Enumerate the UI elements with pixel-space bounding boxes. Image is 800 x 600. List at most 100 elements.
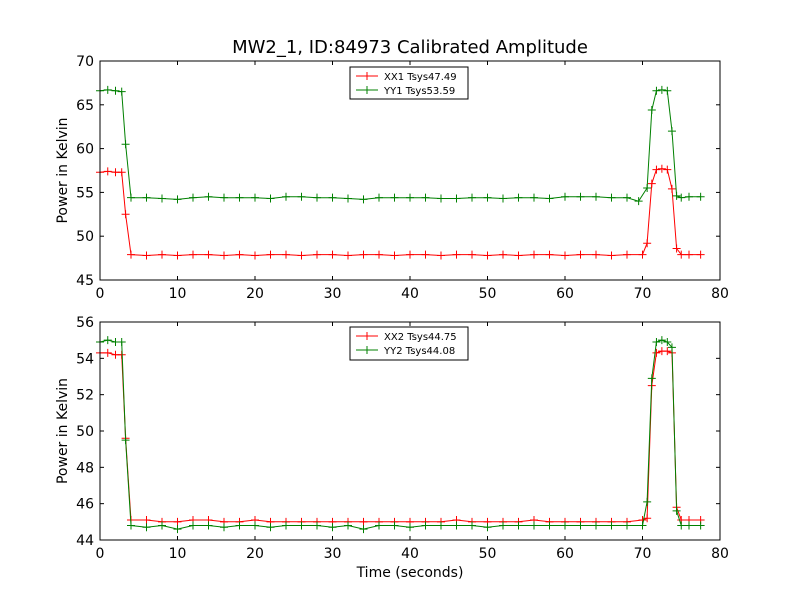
data-point <box>561 521 569 530</box>
data-point <box>421 521 430 530</box>
data-point <box>297 521 306 530</box>
data-point <box>297 251 306 260</box>
data-point <box>313 521 321 530</box>
data-point <box>251 521 259 530</box>
data-point <box>359 517 368 526</box>
data-point <box>142 193 151 202</box>
x-tick-label: 0 <box>96 546 105 562</box>
data-point <box>406 193 414 202</box>
data-point <box>313 193 321 202</box>
data-point <box>375 250 383 259</box>
x-tick-label: 70 <box>634 286 652 302</box>
data-point <box>530 521 538 530</box>
data-point <box>696 250 705 259</box>
data-point <box>406 523 414 532</box>
data-point <box>121 210 130 219</box>
data-point <box>657 336 666 345</box>
data-point <box>696 192 705 201</box>
legend-swatch-marker <box>363 86 371 94</box>
data-point <box>204 250 213 259</box>
data-point <box>204 192 213 201</box>
data-point <box>657 85 666 94</box>
legend-label: YY1 Tsys53.59 <box>383 86 455 97</box>
legend: XX1 Tsys47.49 YY1 Tsys53.59 <box>349 66 469 100</box>
data-point <box>576 521 585 530</box>
legend-label: XX1 Tsys47.49 <box>384 72 457 83</box>
y-tick-label: 56 <box>76 315 94 331</box>
data-point <box>499 521 507 530</box>
legend-entry: XX1 Tsys47.49 <box>356 72 457 83</box>
data-point <box>158 194 166 203</box>
data-point <box>672 191 681 200</box>
data-point <box>282 192 290 201</box>
data-point <box>576 192 585 201</box>
data-point <box>514 521 523 530</box>
data-point <box>667 343 676 352</box>
data-point <box>647 374 656 383</box>
data-point <box>328 193 337 202</box>
data-point <box>685 250 693 259</box>
x-tick-label: 20 <box>246 546 264 562</box>
legend-swatch-marker <box>363 332 371 340</box>
data-point <box>204 521 213 530</box>
data-point <box>643 184 652 193</box>
data-point <box>235 193 244 202</box>
x-tick-label: 10 <box>169 546 187 562</box>
data-point <box>647 106 656 115</box>
data-point <box>607 193 616 202</box>
y-tick-label: 54 <box>76 351 94 367</box>
data-point <box>220 193 228 202</box>
data-point <box>117 168 126 177</box>
data-point <box>173 517 182 526</box>
data-point <box>452 194 461 203</box>
data-point <box>189 521 197 530</box>
x-tick-label: 80 <box>711 286 729 302</box>
data-point <box>685 192 693 201</box>
subplot-2: 0 10 20 30 40 50 60 70 80 44 46 48 50 52 54 56 Power in … <box>55 315 729 581</box>
data-point <box>282 521 290 530</box>
data-point <box>483 193 492 202</box>
data-point <box>672 244 681 253</box>
data-point <box>220 523 228 532</box>
data-point <box>530 250 538 259</box>
data-point <box>499 194 507 203</box>
data-point <box>344 251 352 260</box>
x-axis-label: Time (seconds) <box>356 565 464 581</box>
series-1-line <box>96 164 705 260</box>
data-point <box>375 193 383 202</box>
data-point <box>663 86 672 95</box>
data-point <box>359 195 368 204</box>
data-point <box>142 251 151 260</box>
data-point <box>672 506 681 515</box>
data-point <box>359 250 368 259</box>
y-tick-label: 60 <box>76 142 94 158</box>
data-point <box>677 521 686 530</box>
x-tick-label: 10 <box>169 286 187 302</box>
data-point <box>127 521 135 530</box>
legend-box <box>349 326 469 361</box>
data-point <box>561 192 569 201</box>
data-point <box>652 165 661 174</box>
y-tick-label: 48 <box>76 460 94 476</box>
subplot-1: 0 10 20 30 40 50 60 70 80 45 50 55 60 65 70 Power in Ke… <box>55 54 729 302</box>
data-point <box>344 194 352 203</box>
data-point <box>643 239 652 248</box>
legend-label: XX2 Tsys44.75 <box>384 332 457 343</box>
data-point <box>468 521 476 530</box>
data-point <box>696 521 705 530</box>
y-tick-label: 45 <box>76 273 94 289</box>
data-point <box>235 250 244 259</box>
data-point <box>173 195 182 204</box>
data-point <box>344 521 352 530</box>
legend-swatch-marker <box>363 72 371 80</box>
y-tick-label: 52 <box>76 388 94 404</box>
data-point <box>647 179 656 188</box>
data-point <box>634 197 643 206</box>
x-tick-label: 30 <box>324 546 342 562</box>
data-point <box>127 250 135 259</box>
figure-title: MW2_1, ID:84973 Calibrated Amplitude <box>232 37 588 58</box>
x-tick-label: 40 <box>401 286 419 302</box>
x-tick-label: 50 <box>479 286 497 302</box>
y-axis-label: Power in Kelvin <box>55 117 71 223</box>
